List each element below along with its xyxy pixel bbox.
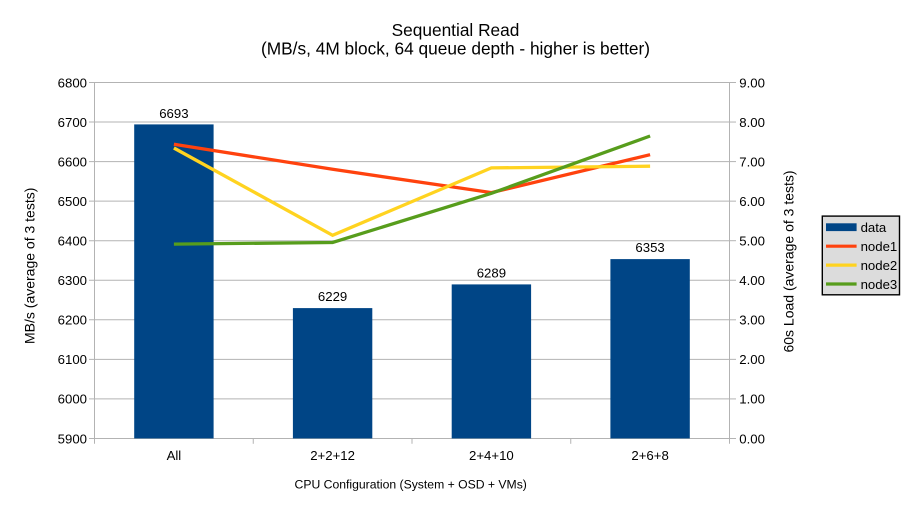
svg-text:7.00: 7.00: [739, 154, 765, 169]
svg-text:8.00: 8.00: [739, 115, 765, 130]
svg-text:2+6+8: 2+6+8: [631, 448, 668, 463]
svg-text:6600: 6600: [58, 154, 87, 169]
svg-text:2.00: 2.00: [739, 352, 765, 367]
svg-text:6.00: 6.00: [739, 194, 765, 209]
svg-text:node1: node1: [861, 239, 898, 254]
svg-text:MB/s (average of 3 tests): MB/s (average of 3 tests): [21, 188, 37, 344]
svg-text:2+4+10: 2+4+10: [469, 448, 514, 463]
svg-text:Sequential Read: Sequential Read: [392, 20, 520, 40]
svg-text:1.00: 1.00: [739, 392, 765, 407]
svg-text:6000: 6000: [58, 392, 87, 407]
svg-text:CPU Configuration (System + OS: CPU Configuration (System + OSD + VMs): [295, 478, 527, 492]
svg-text:6400: 6400: [58, 234, 87, 249]
svg-text:6693: 6693: [159, 106, 188, 121]
svg-text:5900: 5900: [58, 431, 87, 446]
svg-text:0.00: 0.00: [739, 431, 765, 446]
svg-text:node3: node3: [861, 277, 898, 292]
svg-text:(MB/s, 4M block, 64 queue dept: (MB/s, 4M block, 64 queue depth - higher…: [261, 39, 650, 59]
svg-text:3.00: 3.00: [739, 313, 765, 328]
svg-text:6800: 6800: [58, 75, 87, 90]
svg-text:6700: 6700: [58, 115, 87, 130]
svg-text:2+2+12: 2+2+12: [310, 448, 355, 463]
svg-text:5.00: 5.00: [739, 234, 765, 249]
svg-text:4.00: 4.00: [739, 273, 765, 288]
svg-text:6229: 6229: [318, 289, 347, 304]
svg-text:node2: node2: [861, 258, 898, 273]
svg-text:6100: 6100: [58, 352, 87, 367]
svg-text:All: All: [167, 448, 182, 463]
svg-text:6300: 6300: [58, 273, 87, 288]
svg-text:9.00: 9.00: [739, 75, 765, 90]
svg-text:60s Load (average of 3 tests): 60s Load (average of 3 tests): [781, 170, 797, 352]
svg-text:6500: 6500: [58, 194, 87, 209]
svg-text:6200: 6200: [58, 313, 87, 328]
svg-text:data: data: [861, 220, 887, 235]
svg-text:6289: 6289: [477, 266, 506, 281]
svg-text:6353: 6353: [635, 240, 664, 255]
